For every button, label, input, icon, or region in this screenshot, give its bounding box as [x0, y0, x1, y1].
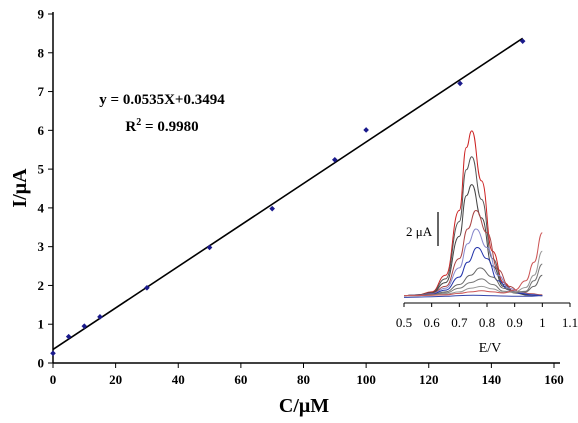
data-point — [332, 157, 338, 163]
regression-equation: y = 0.0535X+0.3494 — [99, 92, 225, 108]
inset-x-tick-label: 1 — [539, 315, 546, 330]
voltammogram-curve — [403, 294, 543, 298]
r-squared-prefix: R — [125, 119, 136, 135]
data-point — [65, 333, 72, 340]
data-point — [269, 205, 275, 212]
inset-chart: 0.5 0.6 0.7 0.8 0.9 1 1.1 E/V 2 μA — [396, 130, 578, 356]
x-tick-label: 20 — [109, 372, 122, 387]
x-tick-group: 0 20 40 60 80 100 120 140 160 — [50, 363, 564, 387]
y-tick-label: 7 — [38, 84, 45, 99]
voltammogram-curve — [404, 263, 543, 297]
inset-x-tick-label: 0.8 — [479, 315, 495, 330]
y-tick-label: 9 — [38, 7, 45, 22]
y-tick-label: 2 — [38, 278, 45, 293]
y-tick-label: 8 — [38, 45, 45, 60]
x-tick-label: 40 — [172, 372, 185, 387]
x-tick-label: 0 — [50, 372, 57, 387]
x-axis-title: C/μM — [279, 395, 329, 417]
inset-x-tick-group: 0.5 0.6 0.7 0.8 0.9 1 1.1 — [396, 303, 578, 330]
inset-x-axis-title: E/V — [479, 341, 502, 356]
x-tick-label: 120 — [419, 372, 439, 387]
y-tick-label: 3 — [38, 239, 45, 254]
x-tick-label: 160 — [544, 372, 564, 387]
regression-line — [52, 37, 524, 351]
voltammogram-curve — [404, 232, 543, 297]
voltammogram-curves — [403, 130, 543, 298]
voltammogram-curve — [404, 250, 543, 297]
data-point — [97, 314, 103, 320]
data-point — [144, 284, 150, 291]
x-tick-label: 140 — [482, 372, 502, 387]
inset-x-tick-label: 1.1 — [562, 315, 578, 330]
inset-x-tick-label: 0.9 — [507, 315, 523, 330]
r-squared-label: R2 = 0.9980 — [125, 117, 198, 135]
inset-x-tick-label: 0.6 — [424, 315, 441, 330]
x-tick-label: 80 — [297, 372, 310, 387]
inset-x-tick-label: 0.7 — [451, 315, 468, 330]
main-axes — [52, 12, 560, 364]
r-squared-exponent: 2 — [136, 117, 141, 128]
y-tick-label: 6 — [38, 123, 45, 138]
y-tick-group: 0 1 2 3 4 5 6 7 8 9 — [38, 7, 53, 371]
inset-x-tick-label: 0.5 — [396, 315, 412, 330]
voltammogram-curve — [403, 184, 543, 297]
data-point — [519, 38, 526, 44]
y-tick-label: 1 — [38, 317, 45, 332]
data-point — [81, 323, 88, 329]
y-tick-label: 4 — [38, 200, 45, 215]
data-point — [206, 244, 213, 251]
data-point — [457, 80, 463, 87]
data-points — [50, 38, 526, 357]
x-tick-label: 100 — [356, 372, 376, 387]
scale-bar-label: 2 μA — [406, 224, 433, 239]
y-axis-title: I/μA — [9, 168, 31, 208]
x-tick-label: 60 — [234, 372, 247, 387]
y-tick-label: 5 — [38, 162, 45, 177]
data-point — [363, 127, 369, 133]
voltammogram-curve — [403, 130, 543, 297]
y-tick-label: 0 — [38, 356, 45, 371]
data-point — [50, 350, 56, 357]
r-squared-value: = 0.9980 — [141, 119, 198, 135]
